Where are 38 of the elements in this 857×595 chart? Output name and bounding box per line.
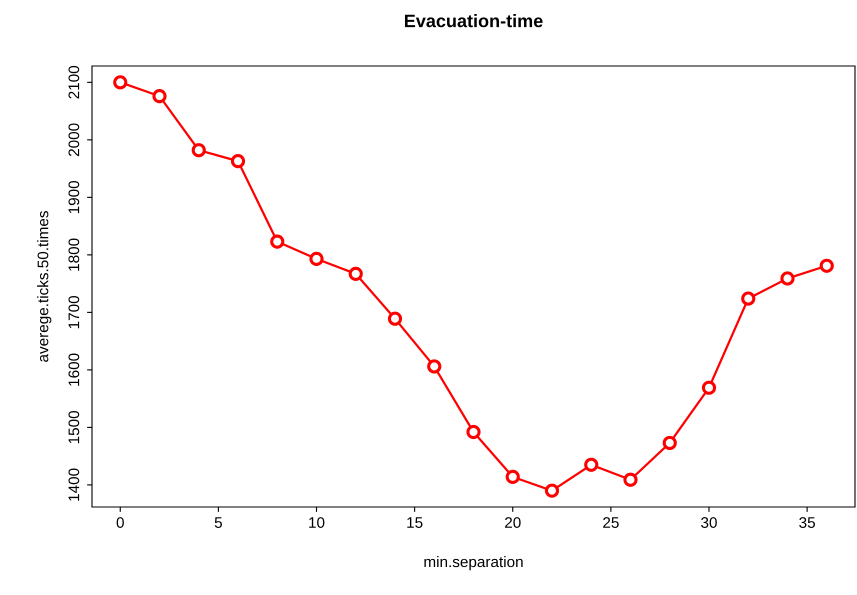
point — [820, 258, 834, 273]
y-tick-label: 2100 — [68, 66, 80, 99]
y-axis-title: averege.ticks.50.times — [37, 211, 52, 362]
point — [780, 271, 795, 286]
x-tick-label: 0 — [116, 517, 124, 528]
point — [544, 484, 560, 498]
y-tick-label: 1800 — [68, 238, 80, 271]
y-tick-label: 1900 — [68, 180, 80, 214]
x-tick-label: 10 — [309, 517, 324, 528]
point — [506, 470, 520, 484]
point — [741, 291, 756, 306]
y-tick-label: 1700 — [68, 296, 80, 328]
x-tick-label: 30 — [701, 517, 717, 528]
point — [309, 252, 324, 266]
y-tick-label: 2000 — [68, 123, 80, 156]
point — [348, 266, 363, 281]
y-tick-label: 1500 — [68, 411, 80, 444]
point — [466, 424, 481, 440]
point — [113, 75, 128, 90]
point — [662, 436, 677, 450]
chart-title: Evacuation-time — [404, 14, 543, 28]
point — [584, 458, 598, 472]
x-tick-label: 25 — [603, 517, 619, 528]
point — [152, 89, 167, 104]
point — [270, 234, 284, 249]
point — [230, 154, 246, 168]
point — [702, 380, 716, 395]
x-tick-label: 5 — [214, 517, 222, 528]
point — [192, 143, 206, 158]
point — [427, 359, 442, 374]
x-tick-label: 15 — [407, 517, 422, 528]
point — [388, 312, 402, 326]
x-tick-label: 20 — [505, 517, 521, 528]
point — [623, 472, 638, 487]
y-tick-label: 1600 — [68, 353, 80, 386]
y-tick-label: 1400 — [68, 468, 80, 501]
x-axis-title: min.separation — [424, 556, 523, 570]
x-tick-label: 35 — [799, 517, 815, 528]
